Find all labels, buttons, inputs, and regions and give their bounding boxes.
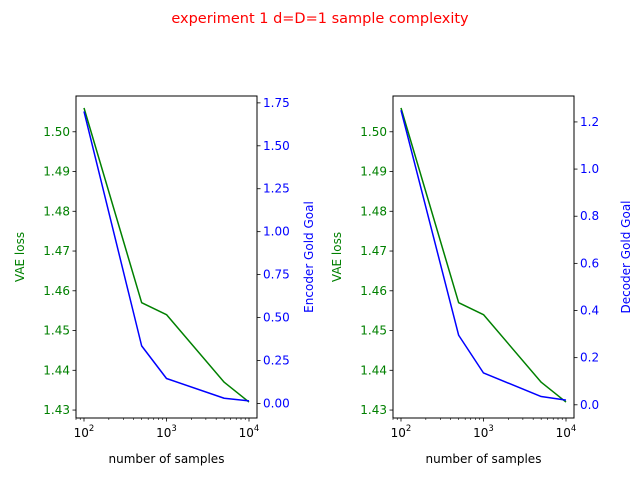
y-right-tick-label: 1.25 [263,182,290,196]
series-line-left [83,107,250,403]
x-tick-label: 103 [156,424,177,440]
y-right-tick-label: 0.6 [580,256,599,270]
x-tick-label: 102 [74,424,95,440]
chart-panel-1: 102 103 104 number of samples 1.43 1.44 1.45 1.… [13,95,316,466]
y-left-tick-label: 1.46 [360,284,387,298]
y-left-axis-label: VAE loss [330,232,344,282]
y-right-axis-label: Decoder Gold Goal [619,200,633,313]
y-left-tick-label: 1.46 [43,284,70,298]
y-left-tick-label: 1.45 [43,324,70,338]
y-right-tick-label: 1.2 [580,115,599,129]
y-left-tick-label: 1.43 [43,403,70,417]
y-left-tick-label: 1.50 [360,125,387,139]
y-left-tick-label: 1.49 [360,165,387,179]
y-right-tick-label: 0.2 [580,351,599,365]
y-right-tick-label: 1.00 [263,225,290,239]
y-left-tick-label: 1.47 [360,244,387,258]
y-right-tick-label: 0.8 [580,209,599,223]
y-right-tick-label: 1.0 [580,162,599,176]
y-right-tick-label: 0.0 [580,398,599,412]
x-tick-label: 102 [391,424,412,440]
y-right-tick-label: 1.50 [263,139,290,153]
series-line-right [83,111,250,402]
y-right-tick-label: 0.75 [263,268,290,282]
y-left-tick-label: 1.50 [43,125,70,139]
y-left-tick-label: 1.44 [360,363,387,377]
y-right-tick-label: 0.4 [580,304,599,318]
x-axis-label: number of samples [109,452,225,466]
y-right-tick-label: 0.25 [263,353,290,367]
x-axis-label: number of samples [426,452,542,466]
y-left-tick-label: 1.48 [360,204,387,218]
x-tick-label: 104 [239,424,260,440]
x-tick-label: 103 [473,424,494,440]
y-right-tick-label: 0.00 [263,396,290,410]
y-right-axis-label: Encoder Gold Goal [302,201,316,313]
y-right-tick-label: 1.75 [263,96,290,110]
y-left-axis-label: VAE loss [13,232,27,282]
figure-suptitle: experiment 1 d=D=1 sample complexity [171,11,469,27]
series-line-right [400,109,567,401]
y-left-tick-label: 1.49 [43,165,70,179]
chart-panel-2: 102 103 104 number of samples 1.43 1.44 1.45 1.… [330,95,633,466]
x-tick-label: 104 [556,424,577,440]
y-left-tick-label: 1.43 [360,403,387,417]
y-right-tick-label: 0.50 [263,311,290,325]
series-line-left [400,107,567,403]
y-left-tick-label: 1.47 [43,244,70,258]
y-left-tick-label: 1.45 [360,324,387,338]
y-left-tick-label: 1.44 [43,363,70,377]
y-left-tick-label: 1.48 [43,204,70,218]
